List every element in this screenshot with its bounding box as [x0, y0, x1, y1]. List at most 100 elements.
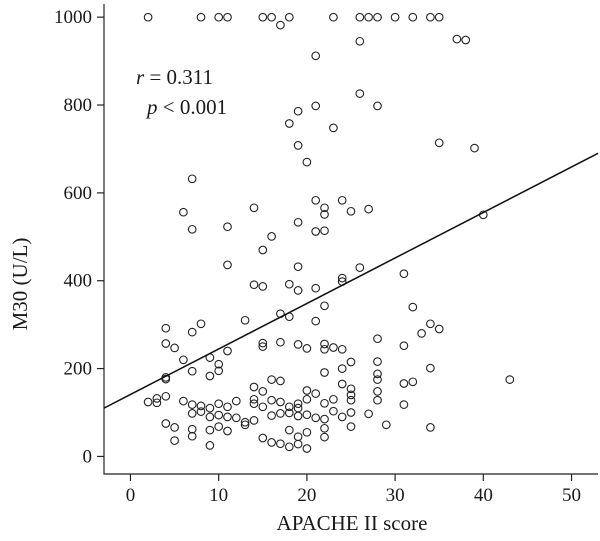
data-point: [187, 366, 197, 376]
data-point: [267, 375, 276, 384]
data-point: [302, 157, 312, 167]
data-point: [364, 12, 373, 22]
data-point: [320, 398, 329, 408]
data-point: [373, 387, 382, 396]
data-point: [258, 433, 268, 443]
data-point: [426, 423, 435, 432]
data-point: [311, 316, 321, 326]
data-point: [284, 402, 294, 412]
data-point: [293, 262, 303, 272]
data-point: [320, 210, 329, 219]
data-point: [355, 36, 365, 46]
data-point: [214, 410, 224, 420]
data-point: [196, 407, 206, 416]
data-point: [276, 397, 285, 407]
data-point: [426, 363, 435, 373]
data-point: [267, 395, 276, 405]
data-point: [329, 406, 338, 416]
data-point: [293, 403, 303, 413]
data-point: [170, 436, 179, 445]
p-symbol: p: [145, 95, 158, 119]
x-tick-label: 50: [562, 485, 581, 506]
y-tick-label: 600: [64, 183, 93, 204]
data-point: [205, 412, 215, 422]
data-point: [284, 408, 294, 418]
data-point: [346, 357, 356, 367]
data-point: [320, 368, 329, 377]
data-point: [240, 417, 250, 427]
data-point: [346, 395, 356, 405]
data-point: [187, 424, 197, 434]
data-point: [276, 337, 285, 347]
data-point: [187, 224, 197, 234]
data-point: [426, 319, 435, 329]
data-point: [355, 12, 365, 22]
data-point: [302, 344, 312, 353]
data-point: [284, 119, 294, 128]
data-point: [179, 207, 188, 217]
data-point: [470, 143, 479, 153]
y-ticks: 0 200 400 600 800 1000: [54, 7, 104, 467]
data-point: [258, 245, 268, 255]
x-ticks: 0 10 20 30 40 50: [126, 474, 581, 506]
plot-frame: [103, 4, 598, 475]
y-tick-label: 1000: [54, 7, 92, 28]
data-point: [434, 138, 444, 148]
y-tick-label: 400: [64, 271, 93, 292]
data-point: [293, 439, 303, 449]
data-point: [346, 390, 356, 400]
data-point: [311, 283, 321, 293]
r-symbol: r: [136, 65, 145, 89]
data-point: [320, 344, 329, 354]
data-point: [240, 315, 250, 325]
data-point: [293, 399, 303, 409]
data-point: [249, 394, 259, 404]
data-point: [205, 441, 215, 450]
data-point: [293, 286, 303, 295]
data-point: [373, 395, 382, 405]
data-point: [505, 375, 515, 384]
data-point: [337, 364, 347, 373]
data-point: [231, 413, 241, 423]
data-point: [337, 412, 347, 422]
data-point: [161, 374, 171, 384]
data-point: [434, 12, 444, 22]
data-point: [355, 263, 365, 272]
data-point: [249, 416, 259, 425]
data-point: [231, 396, 241, 406]
data-point: [223, 260, 232, 270]
data-point: [346, 384, 356, 394]
data-point: [284, 425, 294, 435]
data-point: [223, 412, 232, 422]
data-point: [346, 206, 356, 216]
data-point: [302, 410, 312, 420]
data-point: [311, 413, 321, 423]
data-point: [373, 334, 382, 344]
data-point: [249, 280, 259, 290]
data-point: [143, 12, 153, 22]
data-point: [302, 386, 312, 395]
data-point: [196, 319, 206, 329]
data-point: [320, 423, 329, 433]
data-point: [399, 400, 409, 409]
data-point: [346, 422, 356, 431]
data-point: [214, 12, 224, 22]
axes: 0 10 20 30 40 50 0 200 400 600 800 1000: [54, 4, 598, 506]
data-point: [143, 397, 153, 407]
data-point: [161, 339, 171, 348]
data-point: [293, 106, 303, 116]
r-annotation: r = 0.311: [136, 65, 213, 89]
data-point: [461, 35, 471, 45]
data-point: [205, 425, 215, 435]
data-point: [452, 34, 462, 44]
x-tick-label: 30: [386, 485, 405, 506]
x-tick-label: 10: [209, 485, 228, 506]
data-point: [311, 195, 321, 205]
data-point: [267, 411, 276, 420]
data-point: [223, 402, 232, 412]
data-point: [329, 394, 338, 404]
data-point: [329, 123, 338, 133]
data-point: [196, 401, 206, 411]
data-point: [223, 426, 232, 436]
